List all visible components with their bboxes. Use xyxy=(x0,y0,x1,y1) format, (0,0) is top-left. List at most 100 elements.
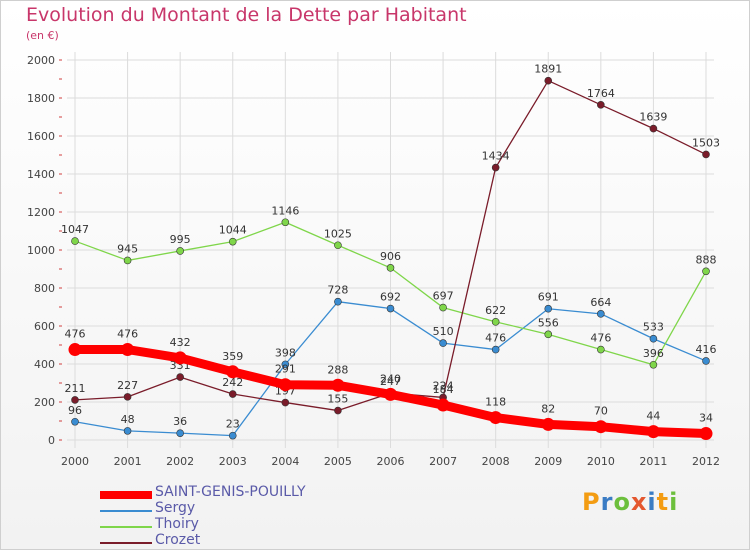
data-label: 118 xyxy=(485,396,506,409)
y-tick-label: 800 xyxy=(34,282,55,295)
data-label: 155 xyxy=(327,393,348,406)
data-point xyxy=(173,351,187,365)
legend-swatch xyxy=(100,526,152,528)
data-point xyxy=(123,427,132,435)
data-point xyxy=(71,417,79,426)
data-label: 398 xyxy=(275,346,296,359)
data-label: 288 xyxy=(327,363,348,376)
data-point xyxy=(281,360,290,369)
data-point xyxy=(544,330,553,339)
legend-label: Sergy xyxy=(155,500,196,516)
data-point xyxy=(439,339,447,347)
data-label: 1764 xyxy=(587,87,615,100)
data-point xyxy=(68,343,82,357)
y-tick-label: 400 xyxy=(34,358,55,371)
data-label: 1434 xyxy=(482,150,510,163)
data-label: 396 xyxy=(643,347,664,360)
data-point xyxy=(123,393,132,401)
data-point xyxy=(597,101,605,109)
data-label: 416 xyxy=(696,343,717,356)
data-label: 82 xyxy=(541,402,555,415)
logo-letter: o xyxy=(613,488,631,516)
x-tick-label: 2004 xyxy=(271,455,299,468)
x-tick-label: 2011 xyxy=(639,455,667,468)
data-label: 995 xyxy=(170,233,191,246)
data-point xyxy=(649,334,658,343)
data-label: 227 xyxy=(117,379,138,392)
legend-swatch xyxy=(100,491,152,499)
x-tick-label: 2002 xyxy=(166,455,194,468)
data-point xyxy=(439,303,447,312)
x-tick-label: 2006 xyxy=(377,455,405,468)
data-label: 728 xyxy=(327,284,348,297)
data-label: 476 xyxy=(117,328,138,341)
data-label: 224 xyxy=(433,379,454,392)
y-tick-label: 1800 xyxy=(27,92,55,105)
data-point xyxy=(594,420,608,434)
data-point xyxy=(176,429,184,437)
data-point xyxy=(228,390,237,398)
legend-label: SAINT-GENIS-POUILLY xyxy=(155,484,306,500)
data-label: 44 xyxy=(646,410,660,423)
data-label: 242 xyxy=(222,376,243,389)
data-point xyxy=(489,411,503,425)
data-point xyxy=(176,373,184,381)
logo-letter: i xyxy=(647,488,657,516)
data-point xyxy=(597,345,605,354)
data-label: 1047 xyxy=(61,223,89,236)
data-label: 1146 xyxy=(271,204,299,217)
data-point xyxy=(71,237,79,245)
data-point xyxy=(702,357,710,365)
data-point xyxy=(649,124,658,133)
data-point xyxy=(121,343,135,357)
data-label: 692 xyxy=(380,291,401,304)
data-point xyxy=(176,247,184,255)
y-tick-label: 1400 xyxy=(27,168,55,181)
data-point xyxy=(334,241,342,250)
legend-swatch xyxy=(100,510,152,512)
data-label: 476 xyxy=(590,332,611,345)
logo-letter: x xyxy=(630,488,648,516)
data-point xyxy=(281,398,290,407)
data-point xyxy=(334,297,342,306)
data-point xyxy=(702,267,710,276)
data-point xyxy=(544,304,553,313)
data-point xyxy=(436,398,450,412)
data-point xyxy=(597,310,605,318)
data-point xyxy=(646,425,660,439)
data-label: 1639 xyxy=(639,111,667,124)
data-point xyxy=(228,237,237,246)
data-label: 1044 xyxy=(219,224,247,237)
chart-subtitle: (en €) xyxy=(26,29,59,42)
data-point xyxy=(384,387,397,401)
data-label: 476 xyxy=(65,328,86,341)
x-tick-label: 2012 xyxy=(692,455,720,468)
y-tick-label: 1600 xyxy=(27,130,55,143)
data-label: 96 xyxy=(68,404,82,417)
data-label: 1025 xyxy=(324,227,352,240)
y-tick-label: 0 xyxy=(48,434,55,447)
data-label: 211 xyxy=(65,382,86,395)
chart-title: Evolution du Montant de la Dette par Hab… xyxy=(26,4,467,26)
data-point xyxy=(702,150,710,159)
data-point xyxy=(281,218,290,227)
data-label: 23 xyxy=(226,418,240,431)
data-label: 622 xyxy=(485,304,506,317)
data-point xyxy=(491,318,500,326)
x-tick-label: 2008 xyxy=(482,455,510,468)
data-label: 888 xyxy=(696,253,717,266)
logo-letter: t xyxy=(656,488,670,516)
data-label: 691 xyxy=(538,291,559,304)
data-point xyxy=(491,345,500,354)
data-point xyxy=(123,256,132,265)
data-label: 906 xyxy=(380,250,401,263)
data-label: 664 xyxy=(590,296,611,309)
data-label: 34 xyxy=(699,412,713,425)
data-label: 697 xyxy=(433,290,454,303)
x-tick-label: 2009 xyxy=(534,455,562,468)
data-label: 945 xyxy=(117,242,138,255)
x-tick-label: 2001 xyxy=(114,455,142,468)
data-point xyxy=(699,427,713,441)
x-tick-label: 2010 xyxy=(587,455,615,468)
